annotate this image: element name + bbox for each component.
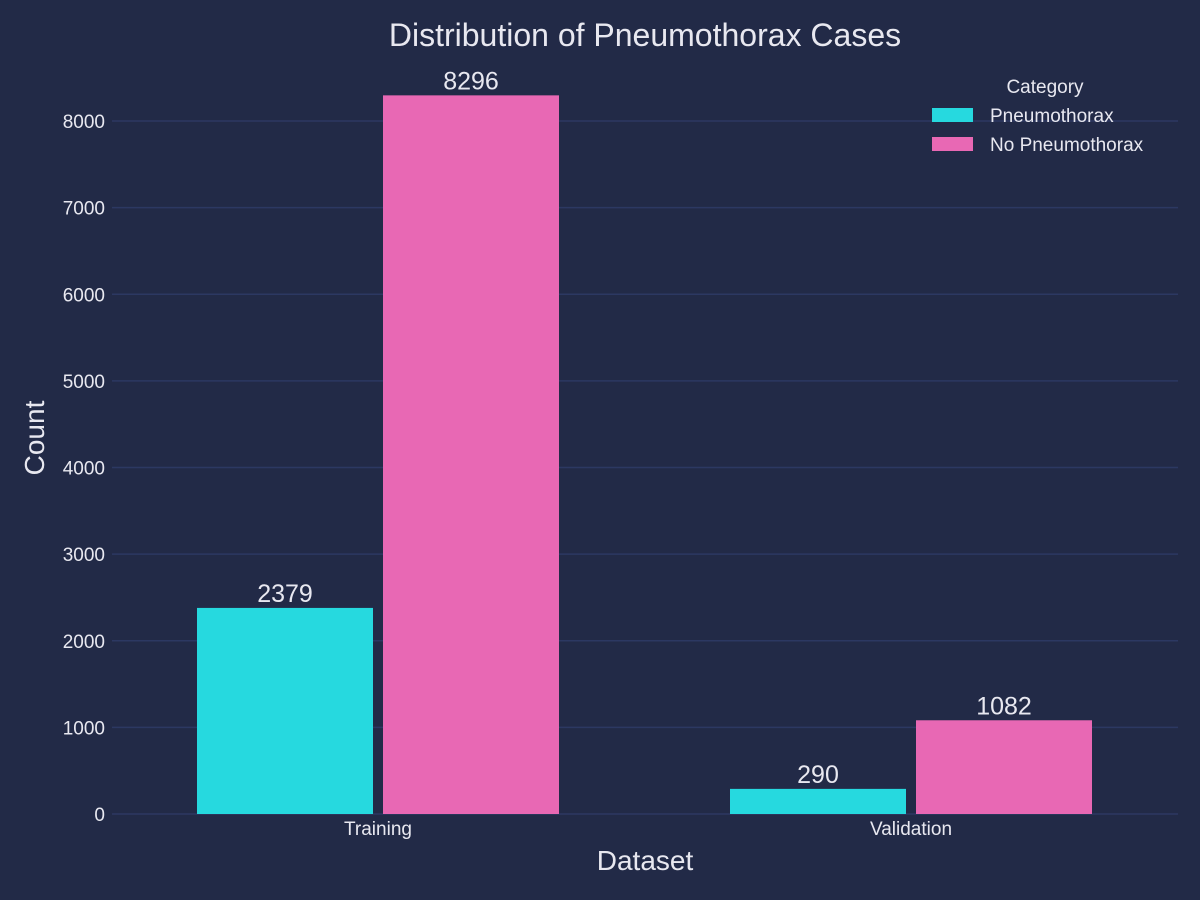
legend-title: Category (1006, 77, 1084, 98)
data-label: 2379 (257, 580, 313, 608)
data-label: 8296 (443, 67, 499, 95)
data-label: 1082 (976, 692, 1032, 720)
y-tick-label: 8000 (63, 112, 105, 133)
y-tick-label: 7000 (63, 199, 105, 220)
y-axis-ticks: 0 1000 2000 3000 4000 5000 6000 7000 8000 (63, 112, 105, 826)
y-axis-label: Count (19, 400, 50, 475)
data-labels: 2379 290 8296 1082 (257, 67, 1032, 789)
y-tick-label: 3000 (63, 545, 105, 566)
x-tick-label: Training (344, 819, 412, 840)
x-tick-label: Validation (870, 819, 952, 840)
bars (197, 95, 1092, 814)
legend-label: Pneumothorax (990, 106, 1114, 127)
y-tick-label: 4000 (63, 459, 105, 480)
y-tick-label: 5000 (63, 372, 105, 393)
data-label: 290 (797, 761, 839, 789)
legend-items: Pneumothorax No Pneumothorax (932, 106, 1144, 156)
y-tick-label: 0 (94, 805, 105, 826)
bar-pneumothorax-training (197, 607, 373, 814)
y-tick-label: 2000 (63, 632, 105, 653)
y-tick-label: 6000 (63, 285, 105, 306)
legend-label: No Pneumothorax (990, 135, 1144, 156)
x-axis-ticks: Training Validation (344, 819, 952, 840)
bar-pneumothorax-validation (730, 788, 906, 814)
legend-swatch (932, 137, 973, 151)
chart-title: Distribution of Pneumothorax Cases (389, 17, 901, 53)
legend: Category Pneumothorax No Pneumothorax (932, 77, 1144, 156)
bar-no-pneumothorax-validation (916, 720, 1092, 814)
y-tick-label: 1000 (63, 718, 105, 739)
legend-swatch (932, 108, 973, 122)
x-axis-label: Dataset (597, 845, 694, 876)
bar-no-pneumothorax-training (383, 95, 559, 814)
